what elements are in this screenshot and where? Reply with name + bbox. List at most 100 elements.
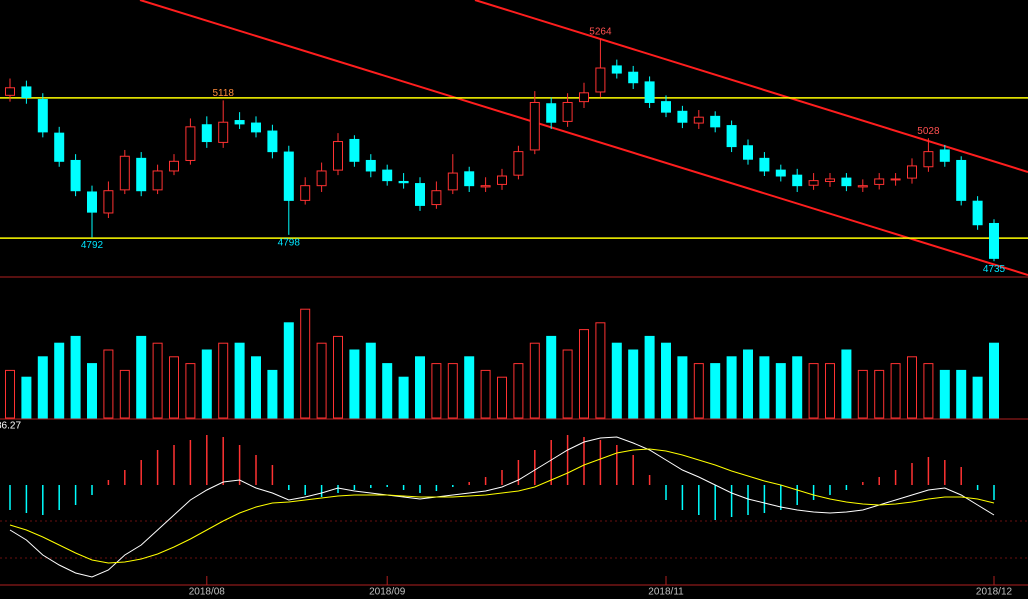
volume-bar (874, 369, 885, 419)
candle-body (333, 141, 343, 171)
volume-bar (956, 369, 967, 419)
volume-bar (759, 356, 770, 419)
volume-bar (923, 363, 934, 419)
volume-bar (87, 363, 97, 419)
volume-bar (497, 376, 507, 419)
candle-body (119, 155, 130, 191)
volume-bar (136, 335, 147, 419)
candle-body (349, 138, 360, 162)
volume-bar (825, 363, 835, 419)
volume-bar (513, 363, 524, 419)
macd-readout: 36.27 (0, 421, 21, 432)
low-label: 4735 (983, 264, 1006, 275)
candle-body (956, 159, 967, 201)
candle-body (365, 159, 376, 172)
volume-bar (103, 349, 114, 419)
candle-body (415, 183, 425, 206)
candle-body (267, 130, 278, 153)
volume-bar (726, 356, 737, 419)
low-label: 4792 (81, 240, 104, 251)
candle-body (464, 171, 475, 187)
candle-body (201, 124, 212, 143)
volume-bar (972, 376, 983, 419)
volume-bar (185, 363, 196, 419)
candle-body (70, 159, 81, 192)
candle-body (497, 175, 507, 185)
candle-body (628, 71, 639, 84)
volume-bar (661, 342, 671, 419)
candle-body (693, 116, 704, 124)
volume-bar (415, 356, 425, 419)
candle-body (5, 87, 15, 96)
candle-body (759, 157, 770, 172)
x-tick-label: 2018/11 (648, 587, 684, 598)
candle-body (825, 178, 835, 182)
candle-body (644, 81, 655, 103)
volume-bar (677, 356, 688, 419)
candle-body (218, 121, 229, 143)
candle-body (447, 172, 458, 191)
candle-body (595, 67, 606, 93)
volume-bar (382, 363, 393, 419)
volume-bar (644, 335, 655, 419)
volume-bar (775, 363, 786, 419)
candle-body (54, 132, 65, 162)
marks: 2018/08 2018/09 2018/11 2018/12 (0, 39, 1028, 598)
volume-bar (218, 342, 229, 419)
volume-bar (349, 349, 360, 419)
candle-body (841, 177, 852, 187)
candle-body (989, 222, 999, 259)
candle-body (185, 126, 196, 161)
volume-bar (480, 369, 491, 419)
channel-line (139, 0, 1028, 276)
x-tick-label: 2018/12 (976, 587, 1013, 598)
volume-bar (611, 342, 622, 419)
volume-bar (37, 356, 48, 419)
volume-bar (907, 356, 917, 419)
volume-bar (119, 369, 130, 419)
volume-bar (693, 363, 704, 419)
volume-bar (890, 363, 901, 419)
volume-bar (710, 363, 721, 419)
candle-body (546, 103, 557, 123)
candle-body (611, 65, 622, 74)
candle-body (923, 151, 934, 168)
volume-bar (152, 342, 163, 419)
candle-body (513, 151, 524, 176)
candle-body (169, 160, 179, 172)
volume-bar (628, 349, 639, 419)
volume-bar (447, 363, 458, 419)
candle-body (661, 101, 671, 113)
high-label: 5028 (917, 126, 940, 137)
volume-bar (316, 342, 327, 419)
volume-bar (546, 335, 557, 419)
candle-body (677, 110, 688, 123)
volume-bar (743, 349, 753, 419)
volume-bar (5, 369, 15, 419)
candle-body (743, 145, 753, 160)
x-tick-label: 2018/08 (189, 587, 226, 598)
candle-body (972, 200, 983, 226)
volume-bar (169, 356, 179, 419)
volume-bar (562, 349, 573, 419)
candle-body (710, 115, 721, 128)
candle-body (103, 190, 114, 214)
volume-bar (939, 369, 950, 419)
candle-body (283, 151, 294, 201)
volume-bar (464, 356, 475, 419)
volume-bar (21, 376, 32, 419)
volume-bar (283, 322, 294, 419)
candle-body (234, 120, 245, 125)
candle-body (316, 170, 327, 187)
candle-body (529, 101, 540, 151)
candle-body (907, 165, 917, 179)
candle-body (136, 157, 147, 192)
volume-bar (333, 335, 343, 419)
high-label: 5264 (589, 27, 612, 38)
volume-bar (431, 363, 442, 419)
volume-bar (595, 322, 606, 419)
volume-bar (365, 342, 376, 419)
volume-bar (857, 369, 868, 419)
candle-body (480, 185, 491, 188)
